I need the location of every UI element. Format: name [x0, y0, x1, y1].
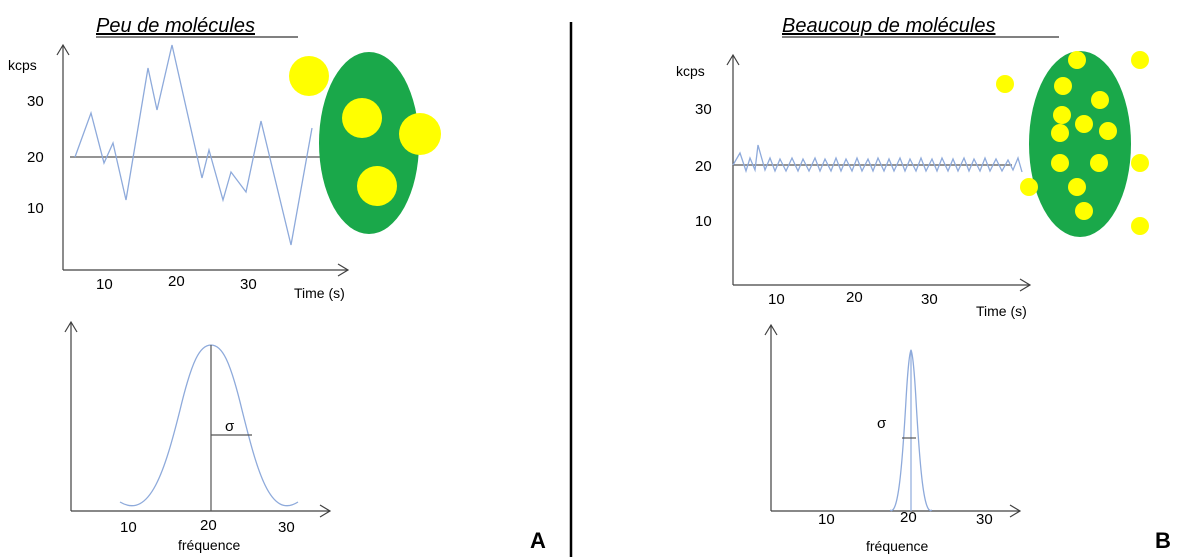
panel-b-molecule [1068, 178, 1086, 196]
panel-b-hist-x-label: fréquence [866, 538, 928, 554]
panel-a-x-tick: 10 [96, 276, 113, 293]
panel-a-hist-x-label: fréquence [178, 537, 240, 553]
panel-b-molecule [1131, 51, 1149, 69]
panel-b-molecule [1068, 51, 1086, 69]
panel-b-molecule [1020, 178, 1038, 196]
panel-b-molecule [1131, 154, 1149, 172]
panel-b-hist-x-arrow [1009, 504, 1022, 518]
panel-b-y-tick: 10 [695, 213, 712, 230]
panel-b-molecule [1131, 217, 1149, 235]
panel-b-molecule [996, 75, 1014, 93]
panel-a-hist-x-arrow [319, 504, 332, 518]
panel-a-molecule [399, 113, 441, 155]
panel-b-y-tick: 30 [695, 101, 712, 118]
panel-b-hist-x-tick: 20 [900, 509, 917, 526]
panel-b-molecule [1075, 202, 1093, 220]
panel-a-trace-y-arrow [56, 43, 70, 56]
panel-a-molecule [342, 98, 382, 138]
panel-b-molecule [1053, 106, 1071, 124]
panel-a-hist-x-tick: 30 [278, 519, 295, 536]
panel-b-x-label: Time (s) [976, 303, 1027, 319]
panel-a-hist-y-arrow [64, 320, 78, 333]
panel-b-sigma: σ [877, 415, 887, 432]
panel-b-hist-x-tick: 30 [976, 511, 993, 528]
panel-a-y-tick: 20 [27, 149, 44, 166]
panel-b-molecule [1051, 124, 1069, 142]
panel-b-hist-y-arrow [764, 323, 778, 336]
panel-b-molecule [1054, 77, 1072, 95]
panel-a-y-unit: kcps [8, 57, 37, 73]
panel-a-x-tick: 20 [168, 273, 185, 290]
panel-b-trace-x-arrow [1019, 278, 1032, 292]
panel-a-molecule [357, 166, 397, 206]
panel-b-molecule [1075, 115, 1093, 133]
panel-a-y-tick: 10 [27, 200, 44, 217]
panel-b-x-tick: 20 [846, 289, 863, 306]
panel-b-y-unit: kcps [676, 63, 705, 79]
panel-b-y-tick: 20 [695, 158, 712, 175]
panel-a-y-tick: 30 [27, 93, 44, 110]
panel-b-letter: B [1155, 528, 1171, 553]
panel-b-molecule [1099, 122, 1117, 140]
panel-a-distribution-curve [119, 344, 299, 507]
panel-a-title: Peu de molécules [96, 15, 255, 37]
panel-b-x-tick: 10 [768, 291, 785, 308]
panel-a-x-label: Time (s) [294, 285, 345, 301]
panel-a-sigma: σ [225, 418, 235, 435]
panel-b-signal-trace [732, 144, 1023, 174]
panel-b-molecule [1090, 154, 1108, 172]
panel-a-hist-x-tick: 10 [120, 519, 137, 536]
panel-b-molecule [1051, 154, 1069, 172]
panel-a-letter: A [530, 528, 546, 553]
panel-b-trace-y-arrow [726, 53, 740, 66]
panel-a-signal-trace [74, 44, 313, 246]
panel-a-hist-x-tick: 20 [200, 517, 217, 534]
panel-b-title: Beaucoup de molécules [782, 15, 995, 37]
panel-a-trace-x-arrow [337, 263, 350, 277]
panel-b-x-tick: 30 [921, 291, 938, 308]
panel-b-molecule [1091, 91, 1109, 109]
panel-a-x-tick: 30 [240, 276, 257, 293]
panel-b-hist-x-tick: 10 [818, 511, 835, 528]
panel-a-molecule [289, 56, 329, 96]
